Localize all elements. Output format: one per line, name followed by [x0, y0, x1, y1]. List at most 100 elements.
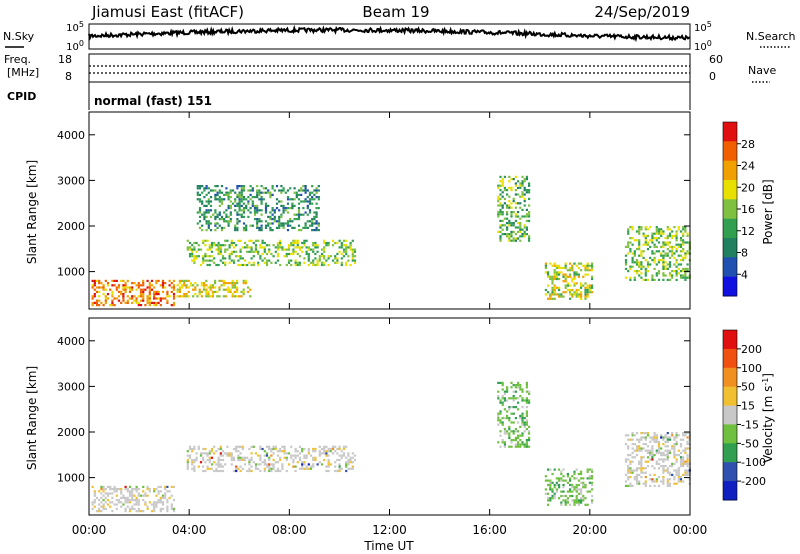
echo-cell: [644, 484, 647, 487]
echo-cell: [265, 463, 269, 466]
echo-cell: [230, 252, 233, 256]
echo-cell: [226, 445, 229, 448]
echo-cell: [501, 439, 504, 442]
echo-cell: [164, 282, 167, 285]
echo-cell: [649, 263, 652, 266]
echo-cell: [137, 510, 140, 513]
echo-cell: [201, 185, 204, 188]
echo-cell: [146, 507, 149, 510]
echo-cell: [573, 477, 576, 480]
echo-cell: [251, 189, 254, 192]
echo-cell: [508, 219, 511, 222]
echo-cell: [633, 449, 636, 452]
echo-cell: [569, 488, 572, 491]
echo-cell: [263, 261, 266, 264]
echo-cell: [560, 472, 563, 476]
echo-cell: [157, 485, 160, 488]
echo-cell: [666, 458, 669, 461]
echo-cell: [651, 252, 654, 255]
echo-cell: [122, 284, 125, 287]
echo-cell: [157, 499, 160, 502]
echo-cell: [308, 224, 312, 227]
echo-cell: [240, 213, 243, 216]
echo-cell: [553, 468, 556, 471]
echo-cell: [320, 447, 324, 451]
echo-cell: [111, 492, 114, 495]
echo-cell: [187, 286, 190, 289]
echo-cell: [208, 461, 211, 464]
echo-cell: [181, 279, 184, 282]
echo-cell: [109, 501, 112, 504]
echo-cell: [497, 381, 500, 384]
echo-cell: [679, 460, 683, 463]
echo-cell: [196, 211, 199, 214]
echo-cell: [315, 202, 318, 205]
echo-cell: [686, 447, 689, 450]
echo-cell: [651, 445, 654, 448]
echo-cell: [562, 499, 565, 502]
echo-cell: [245, 207, 248, 210]
echo-cell: [207, 209, 210, 212]
echo-cell: [497, 213, 500, 216]
echo-cell: [202, 257, 205, 260]
echo-cell: [347, 454, 350, 457]
echo-cell: [278, 209, 281, 212]
echo-cell: [313, 229, 316, 232]
echo-cell: [547, 297, 550, 300]
echo-cell: [521, 406, 524, 409]
echo-cell: [155, 501, 158, 504]
echo-cell: [98, 490, 101, 493]
colorbar-segment: [723, 462, 737, 482]
echo-cell: [164, 488, 167, 491]
echo-cell: [280, 222, 283, 225]
echo-cell: [229, 288, 232, 291]
echo-cell: [271, 222, 274, 225]
echo-cell: [684, 432, 687, 435]
echo-cell: [115, 297, 118, 300]
echo-cell: [508, 406, 511, 409]
echo-cell: [662, 467, 665, 470]
echo-cell: [521, 434, 524, 437]
echo-cell: [523, 178, 526, 181]
echo-cell: [631, 460, 634, 463]
echo-cell: [340, 241, 343, 245]
echo-cell: [161, 507, 165, 510]
echo-cell: [249, 185, 252, 188]
echo-cell: [302, 207, 305, 210]
echo-cell: [569, 503, 572, 506]
echo-cell: [551, 481, 554, 484]
echo-cell: [214, 215, 217, 218]
echo-cell: [133, 507, 136, 510]
echo-cell: [684, 451, 687, 454]
echo-cell: [249, 207, 252, 210]
echo-cell: [588, 264, 591, 267]
echo-cell: [627, 471, 630, 474]
echo-cell: [221, 450, 225, 453]
echo-cell: [562, 291, 565, 294]
echo-cell: [512, 384, 515, 387]
echo-cell: [225, 220, 228, 223]
echo-cell: [528, 182, 531, 185]
echo-cell: [668, 245, 672, 248]
echo-cell: [662, 259, 665, 262]
echo-cell: [649, 451, 652, 454]
echo-cell: [260, 191, 263, 194]
echo-cell: [633, 270, 636, 273]
echo-cell: [196, 185, 199, 188]
echo-cell: [345, 463, 348, 466]
echo-cell: [196, 222, 199, 225]
echo-cell: [290, 445, 293, 448]
echo-cell: [655, 239, 658, 242]
echo-cell: [307, 452, 310, 455]
echo-cell: [682, 458, 685, 461]
echo-cell: [268, 469, 271, 473]
echo-cell: [564, 286, 567, 289]
echo-cell: [646, 234, 650, 237]
echo-cell: [224, 452, 227, 455]
echo-cell: [591, 488, 594, 491]
echo-cell: [188, 248, 192, 251]
echo-cell: [312, 248, 315, 251]
echo-cell: [237, 255, 240, 258]
echo-cell: [506, 228, 509, 231]
echo-cell: [649, 226, 652, 229]
